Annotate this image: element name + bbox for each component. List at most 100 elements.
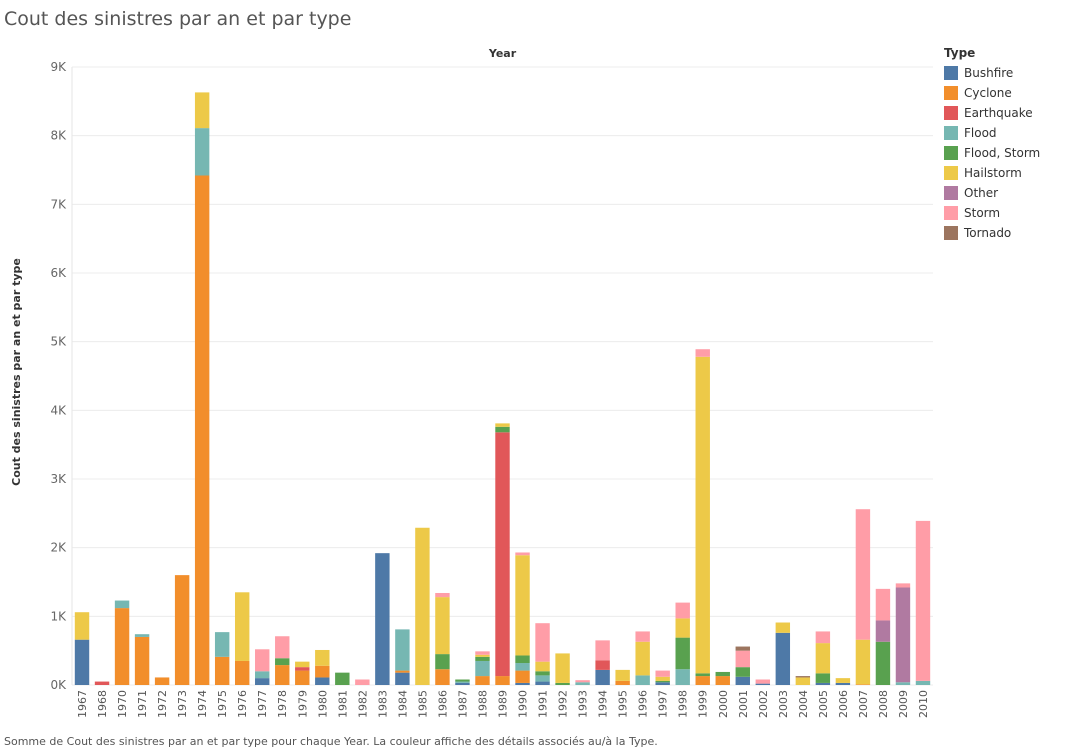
legend-swatch [944, 166, 958, 180]
bar-segment-flood [455, 681, 470, 683]
legend-item: Hailstorm [944, 163, 1040, 183]
x-tick-label: 1971 [136, 690, 149, 718]
bar-segment-hailstorm [315, 649, 330, 666]
bar-segment-other [875, 620, 891, 642]
x-tick-label: 2005 [817, 690, 830, 718]
legend-swatch [944, 66, 958, 80]
bar-segment-flood [134, 634, 150, 637]
legend-swatch [944, 146, 958, 160]
bar-segment-cyclone [855, 684, 871, 685]
x-tick-label: 1982 [356, 690, 369, 718]
y-tick-label: 3K [50, 472, 67, 486]
bar-segment-storm [635, 631, 650, 642]
bar-segment-hailstorm [74, 612, 90, 640]
bar-segment-bushfire [375, 553, 390, 685]
bar-segment-flood [475, 660, 490, 677]
x-tick-label: 1995 [617, 690, 630, 718]
legend-label: Bushfire [964, 66, 1014, 80]
bar-segment-storm [575, 680, 590, 683]
bar-segment-flood [635, 675, 650, 685]
bar-segment-flood-storm [655, 680, 670, 683]
bar-segment-bushfire [775, 632, 791, 685]
legend-label: Flood, Storm [964, 146, 1041, 160]
x-tick-label: 1993 [577, 690, 590, 718]
bar-segment-flood [575, 682, 590, 685]
bar-segment-cyclone [695, 676, 710, 685]
bar-segment-storm [855, 509, 871, 640]
bar-segment-flood-storm [815, 673, 831, 683]
bar-segment-flood-storm [495, 426, 510, 433]
bar-segment-cyclone [475, 676, 490, 685]
x-tick-label: 1991 [537, 690, 550, 718]
bar-segment-bushfire [315, 677, 330, 685]
bar-segment-flood-storm [535, 671, 550, 676]
bar-segment-storm [875, 588, 891, 621]
bar-segment-hailstorm [194, 92, 210, 129]
chart-footer: Somme de Cout des sinistres par an et pa… [4, 735, 658, 748]
bar-segment-bushfire [595, 669, 610, 685]
bar-segment-cyclone [134, 636, 150, 685]
y-axis-title: Cout des sinistres par an et par type [10, 258, 23, 486]
bar-segment-flood [114, 600, 130, 609]
bar-segment-storm [655, 670, 670, 677]
bar-segment-storm [815, 631, 831, 644]
legend-swatch [944, 206, 958, 220]
bar-segment-flood-storm [335, 672, 350, 685]
x-tick-label: 1986 [436, 690, 449, 718]
bar-segment-flood-storm [675, 637, 690, 670]
x-tick-label: 2009 [897, 690, 910, 718]
y-tick-label: 1K [50, 609, 67, 623]
bar-segment-flood-storm [455, 679, 470, 682]
bar-segment-earthquake [94, 681, 110, 685]
bar-segment-bushfire [815, 682, 831, 685]
y-tick-label: 2K [50, 541, 67, 555]
x-tick-label: 1989 [497, 690, 510, 718]
bar-segment-cyclone [174, 575, 190, 685]
bar-segment-hailstorm [535, 661, 550, 672]
bar-segment-flood [515, 663, 530, 671]
bar-segment-hailstorm [635, 641, 650, 676]
x-tick-label: 1999 [697, 690, 710, 718]
bar-segment-bushfire [755, 683, 771, 685]
y-tick-label: 6K [50, 266, 67, 280]
bar-segment-hailstorm [495, 423, 510, 427]
legend-item: Tornado [944, 223, 1040, 243]
bar-segment-flood [535, 675, 550, 682]
bar-segment-hailstorm [795, 677, 811, 685]
x-tick-label: 2001 [737, 690, 750, 718]
bar-segment-bushfire [735, 676, 750, 685]
x-tick-label: 2006 [837, 690, 850, 718]
bar-segment-hailstorm [815, 643, 831, 674]
x-tick-label: 1997 [657, 690, 670, 718]
bar-segment-earthquake [595, 660, 610, 670]
y-tick-label: 9K [50, 60, 67, 74]
bar-segment-bushfire [74, 639, 90, 685]
bar-segment-bushfire [835, 682, 851, 685]
bar-segment-hailstorm [855, 639, 871, 685]
bar-segment-other [895, 587, 911, 683]
y-tick-label: 4K [50, 403, 67, 417]
bar-segment-storm [915, 520, 931, 681]
x-tick-label: 1983 [376, 690, 389, 718]
legend-item: Flood [944, 123, 1040, 143]
x-tick-label: 2004 [797, 690, 810, 718]
legend-item: Storm [944, 203, 1040, 223]
x-tick-label: 1972 [156, 690, 169, 718]
bar-segment-storm [735, 650, 750, 668]
x-tick-label: 1974 [196, 690, 209, 718]
bar-segment-bushfire [395, 672, 410, 685]
bar-segment-cyclone [234, 660, 250, 685]
bar-segment-storm [515, 552, 530, 556]
bar-segment-storm [755, 679, 771, 684]
x-tick-label: 1967 [76, 690, 89, 718]
bar-segment-hailstorm [655, 676, 670, 681]
bar-segment-tornado [795, 676, 811, 678]
bar-segment-earthquake [295, 667, 310, 671]
bar-segment-hailstorm [555, 653, 570, 683]
bar-segment-cyclone [114, 608, 130, 685]
x-tick-label: 1980 [316, 690, 329, 718]
x-tick-label: 1996 [637, 690, 650, 718]
legend-label: Other [964, 186, 999, 200]
x-tick-label: 1979 [296, 690, 309, 718]
